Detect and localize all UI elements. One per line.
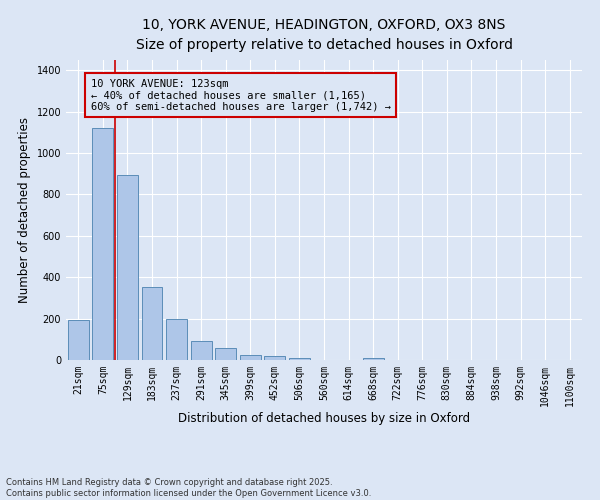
Bar [265,356,286,360]
Bar [240,355,261,360]
Bar [92,128,113,360]
Bar [362,358,383,360]
Bar [142,286,163,360]
Bar [215,348,236,360]
Title: 10, YORK AVENUE, HEADINGTON, OXFORD, OX3 8NS
Size of property relative to detach: 10, YORK AVENUE, HEADINGTON, OXFORD, OX3… [136,18,512,52]
Bar [166,319,187,360]
Bar [191,341,212,360]
Bar [289,358,310,360]
X-axis label: Distribution of detached houses by size in Oxford: Distribution of detached houses by size … [178,412,470,424]
Y-axis label: Number of detached properties: Number of detached properties [18,117,31,303]
Text: Contains HM Land Registry data © Crown copyright and database right 2025.
Contai: Contains HM Land Registry data © Crown c… [6,478,371,498]
Bar [68,320,89,360]
Bar [117,175,138,360]
Text: 10 YORK AVENUE: 123sqm
← 40% of detached houses are smaller (1,165)
60% of semi-: 10 YORK AVENUE: 123sqm ← 40% of detached… [91,78,391,112]
